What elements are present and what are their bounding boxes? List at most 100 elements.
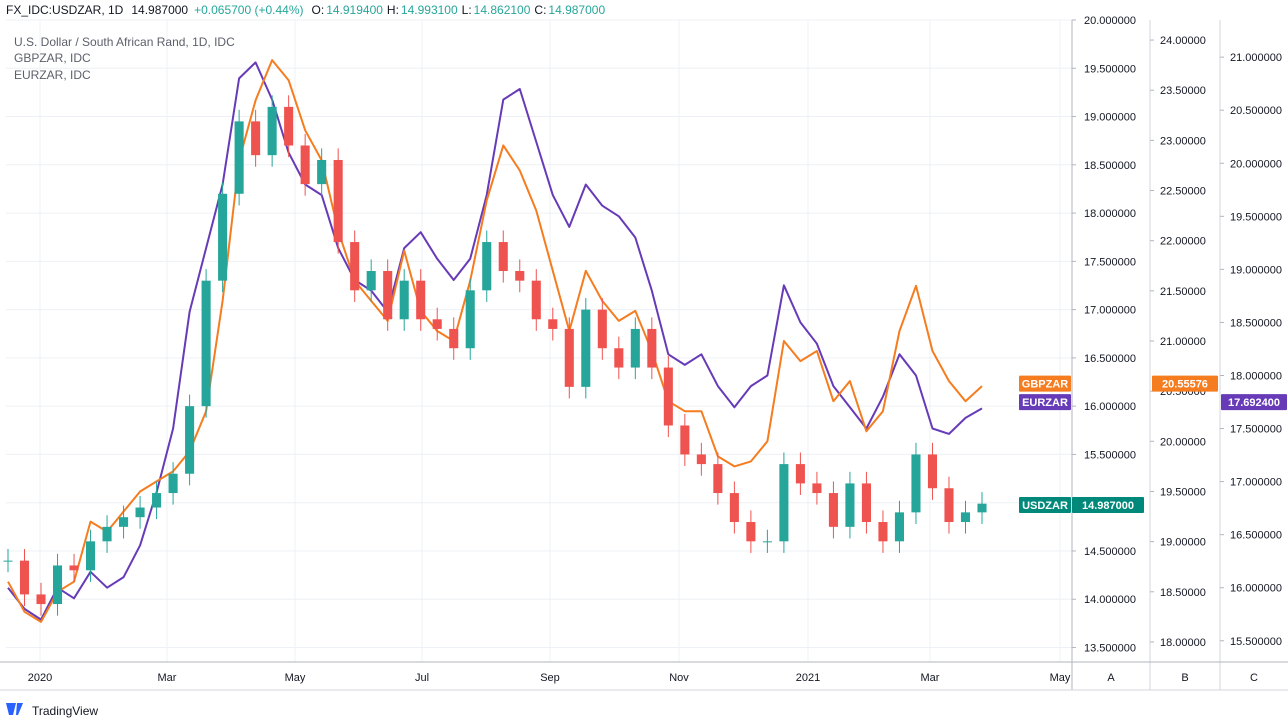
axis-b-label: B (1181, 672, 1188, 684)
eurzar-line (7, 61, 983, 621)
axis-c-tick-label: 21.000000 (1230, 52, 1282, 64)
axis-c-tick-label: 18.500000 (1230, 317, 1282, 329)
axis-a-tick-label: 14.000000 (1084, 594, 1136, 606)
header-c-value: 14.987000 (548, 3, 605, 17)
axis-c-tick-label: 17.000000 (1230, 477, 1282, 489)
candle-body (465, 290, 475, 349)
axis-b-tick-label: 19.50000 (1160, 486, 1206, 498)
axis-b-tick-label: 19.00000 (1160, 537, 1206, 549)
candle-body (3, 560, 13, 562)
badge-usdzar-name: USDZAR (1022, 500, 1068, 512)
axis-c-tick-label: 19.500000 (1230, 211, 1282, 223)
candle-body (845, 483, 855, 527)
header-symbol: FX_IDC:USDZAR, 1D (6, 3, 124, 17)
candle-body (350, 242, 360, 291)
x-tick-label: Sep (540, 672, 560, 684)
badge-eurzar-name: EURZAR (1022, 397, 1068, 409)
candle-body (267, 106, 277, 156)
axis-b-tick-label: 22.00000 (1160, 236, 1206, 248)
badge-gbpzar-name: GBPZAR (1022, 379, 1069, 391)
candle-body (713, 464, 723, 494)
candle-body (614, 348, 624, 368)
candle-body (300, 145, 310, 185)
candle-body (251, 121, 261, 156)
candle-body (680, 425, 690, 455)
badge-usdzar-name-bg (1019, 496, 1071, 513)
axis-a-label: A (1107, 672, 1115, 684)
badge-eurzar-value-bg (1221, 394, 1287, 411)
candle-body (416, 280, 426, 320)
axis-c-tick-label: 15.500000 (1230, 636, 1282, 648)
axis-c-tick-label: 20.500000 (1230, 105, 1282, 117)
x-tick-label: 2020 (28, 672, 52, 684)
candle-body (581, 309, 591, 387)
axis-b-tick-label: 22.50000 (1160, 186, 1206, 198)
badge-eurzar-value: 17.692400 (1228, 397, 1280, 409)
axis-a-tick-label: 20.000000 (1084, 15, 1136, 27)
candle-body (119, 517, 129, 527)
candle-body (218, 193, 228, 281)
x-tick-label: Mar (158, 672, 177, 684)
badge-gbpzar-value: 20.55576 (1162, 379, 1208, 391)
candle-body (52, 565, 63, 605)
candle-body (135, 507, 145, 518)
candle-body (284, 106, 294, 146)
candle-body (878, 522, 888, 542)
tradingview-logo-icon (6, 703, 23, 715)
header-o-label: O: (312, 3, 325, 17)
axis-a-tick-label: 17.500000 (1084, 256, 1136, 268)
badge-eurzar-name-bg (1019, 394, 1071, 411)
legend-gbpzar: GBPZAR, IDC (14, 51, 91, 65)
axis-a-tick-label: 18.000000 (1084, 208, 1136, 220)
candle-body (399, 280, 409, 320)
header-last: 14.987000 (131, 3, 188, 17)
axis-b-tick-label: 24.00000 (1160, 35, 1206, 47)
axis-c-tick-label: 18.000000 (1230, 370, 1282, 382)
badge-gbpzar-name-bg (1019, 375, 1071, 392)
axis-a-tick-label: 18.500000 (1084, 160, 1136, 172)
axis-b-tick-label: 21.50000 (1160, 286, 1206, 298)
axis-c-tick-label: 16.000000 (1230, 583, 1282, 595)
candle-body (36, 594, 46, 605)
candle-body (498, 242, 508, 272)
candle-body (333, 159, 343, 243)
candle-body (944, 488, 954, 523)
candle-body (812, 483, 822, 494)
gbpzar-line (7, 59, 983, 623)
candle-body (564, 328, 574, 387)
candle-body (894, 512, 904, 542)
x-tick-label: Nov (669, 672, 689, 684)
legend-eurzar: EURZAR, IDC (14, 68, 91, 82)
badge-usdzar-value-bg (1072, 496, 1144, 513)
axis-a-tick-label: 15.500000 (1084, 449, 1136, 461)
candle-body (647, 328, 657, 368)
candle-body (762, 541, 772, 543)
axis-b-tick-label: 23.00000 (1160, 135, 1206, 147)
candle-body (597, 309, 607, 349)
x-tick-label: May (285, 672, 306, 684)
candle-body (86, 541, 96, 571)
candle-body (977, 503, 987, 513)
header-l-label: L: (462, 3, 472, 17)
candle-body (746, 522, 756, 542)
axis-b-tick-label: 18.50000 (1160, 587, 1206, 599)
footer-brand: TradingView (32, 704, 98, 718)
candle-body (234, 121, 244, 194)
axis-a-tick-label: 14.500000 (1084, 546, 1136, 558)
candle-body (19, 560, 30, 595)
candle-body (185, 406, 195, 474)
header-c-label: C: (534, 3, 546, 17)
axis-a-tick-label: 19.000000 (1084, 112, 1136, 124)
legend-title: U.S. Dollar / South African Rand, 1D, ID… (14, 35, 235, 49)
candle-body (366, 271, 376, 291)
axis-a-tick-label: 13.500000 (1084, 643, 1136, 655)
axis-a-tick-label: 19.500000 (1084, 63, 1136, 75)
candle-body (449, 328, 459, 349)
candle-body (828, 493, 838, 527)
axis-b-tick-label: 23.50000 (1160, 85, 1206, 97)
badge-gbpzar-value-bg (1152, 375, 1218, 392)
header-h-value: 14.993100 (401, 3, 458, 17)
candle-body (102, 526, 112, 542)
candle-body (201, 280, 211, 407)
